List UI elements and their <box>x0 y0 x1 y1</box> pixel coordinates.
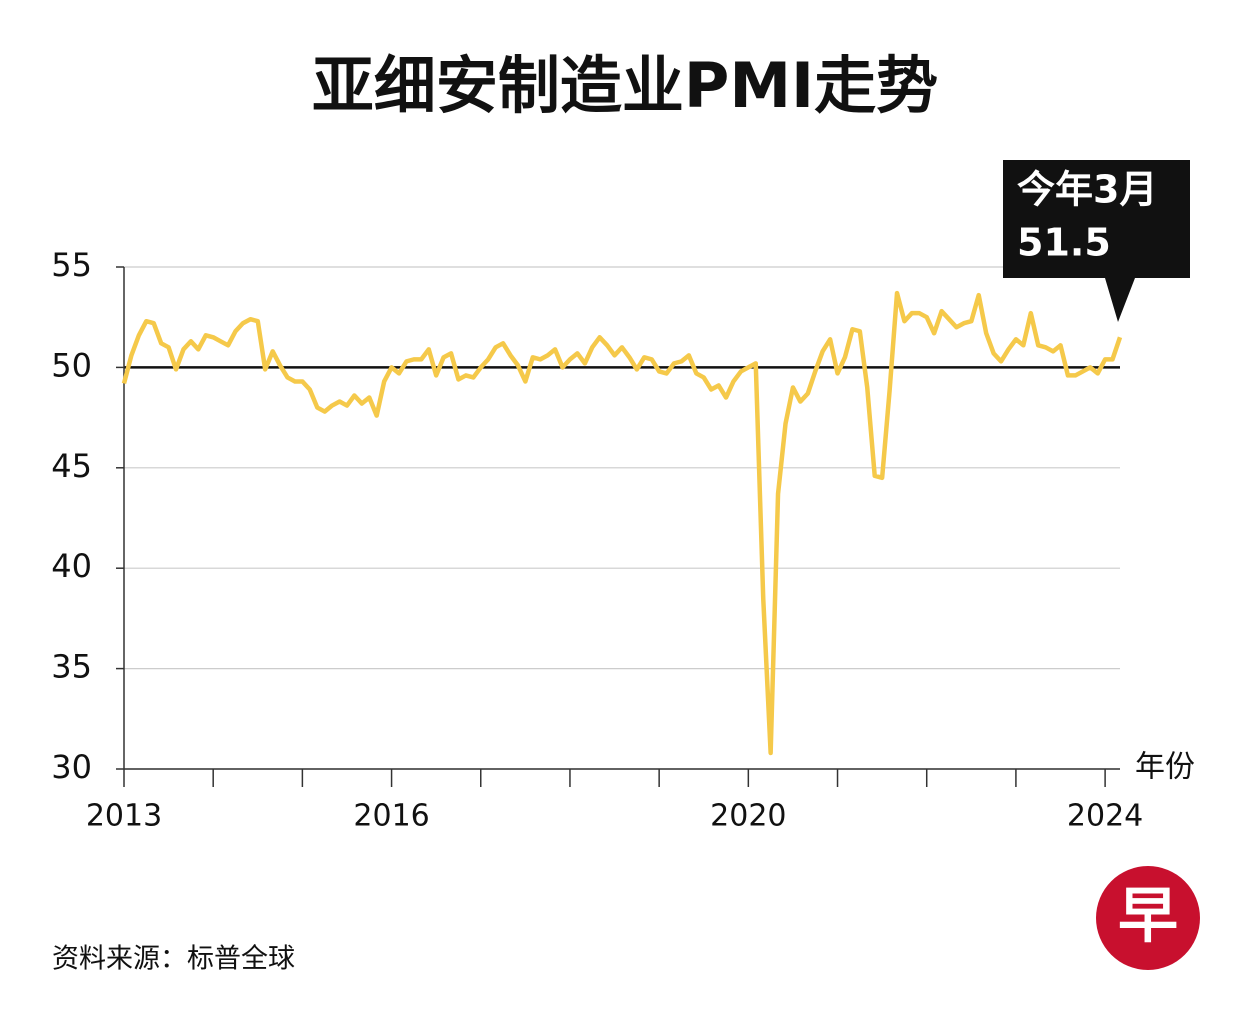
annotation: 今年3月 <box>1017 168 1157 212</box>
source: 资料来源：标普全球 <box>52 944 295 975</box>
annotation-box <box>1003 160 1190 322</box>
data-label: 51.5 <box>1017 221 1111 265</box>
x-tick-label: 2020 <box>710 799 786 834</box>
logo: 早 <box>1118 882 1178 952</box>
chart-title: 亚细安制造业PMI走势 <box>312 49 938 122</box>
y-tick-label: 55 <box>51 246 92 284</box>
y-tick-label: 45 <box>51 447 92 485</box>
data-line <box>121 290 1123 756</box>
y-tick-label: 30 <box>51 748 92 786</box>
x-axis-label: 年份 <box>1135 750 1195 785</box>
y-tick-label: 35 <box>51 648 92 686</box>
x-tick-label: 2013 <box>86 799 162 834</box>
x-tick-label: 2024 <box>1067 799 1143 834</box>
x-tick-label: 2016 <box>353 799 429 834</box>
y-tick-label: 50 <box>51 346 92 384</box>
logo-circle <box>1096 866 1200 970</box>
y-tick-label: 40 <box>51 547 92 585</box>
